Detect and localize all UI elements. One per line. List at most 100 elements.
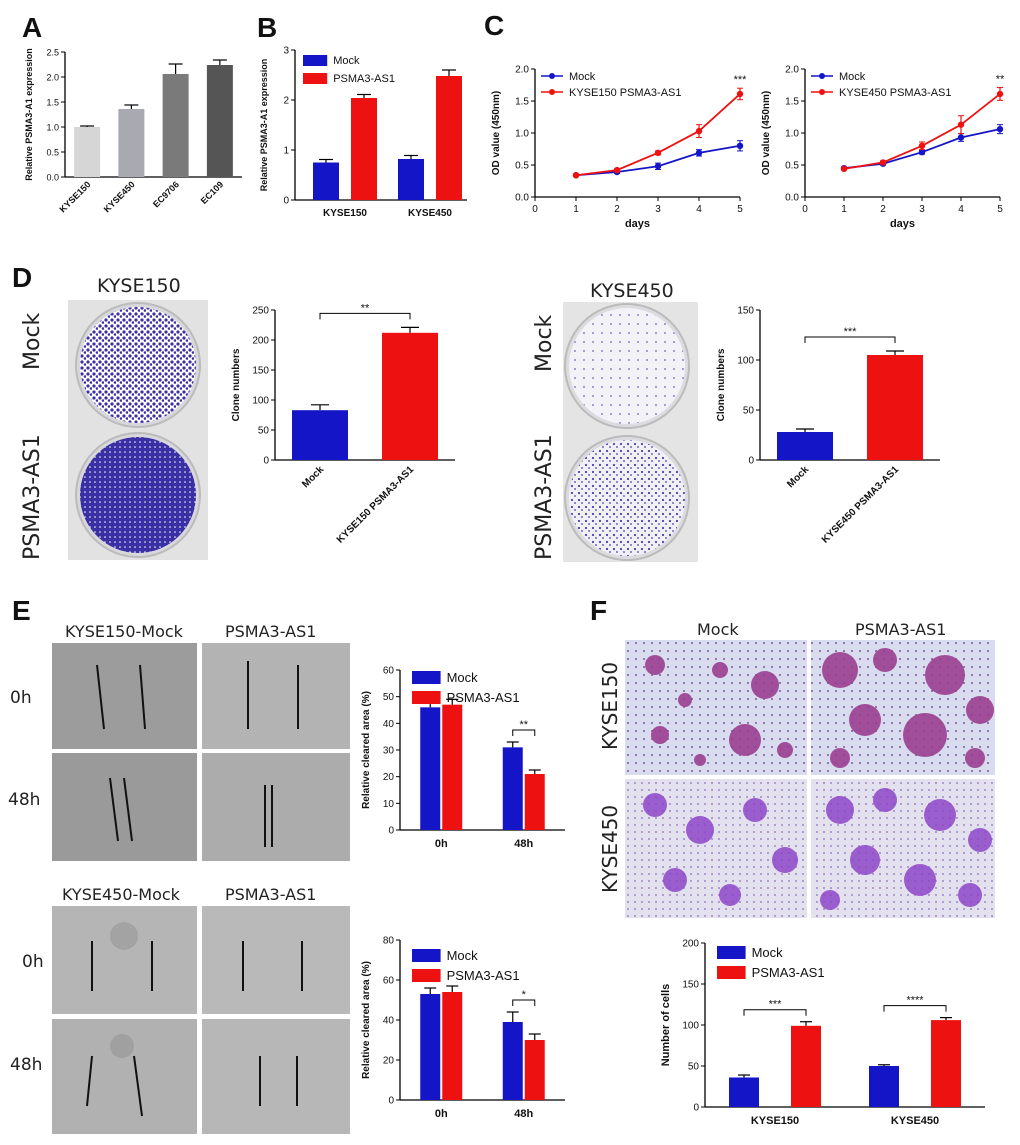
legend-swatch [717,946,746,959]
y-tick-label: 200 [252,336,269,347]
d-right-dishes-image [563,302,698,562]
e-top-48h: 48h [8,790,41,810]
x-tick-label: Mock [785,464,811,490]
legend-label: PSMA3-AS1 [752,965,825,980]
y-tick-label: 60 [383,976,395,987]
x-tick-label: 2 [880,204,886,215]
bar [729,1077,759,1107]
y-tick-label: 0.0 [46,173,59,183]
y-tick-label: 150 [252,366,269,377]
y-tick-label: 1.0 [785,129,799,140]
legend-marker [549,73,555,79]
significance-label: ** [996,74,1005,86]
legend-label: Mock [447,670,479,685]
bar [791,1025,821,1107]
legend-marker [819,89,825,95]
chart-e2: 0 20 40 60 80 Relative cleared area (%) 0h 48h *… [361,936,565,1120]
bar [436,76,462,200]
x-tick-label: 5 [737,204,743,215]
y-tick-label: 1.5 [515,97,529,108]
x-tick-label: KYSE150 PSMA3-AS1 [335,464,417,546]
chart-c2: 0.0 0.5 1.0 1.5 2.0 OD value (450nm) 0 1 2 3 4 5 day… [761,65,1005,231]
bar [867,355,923,460]
y-tick-label: 2.0 [46,73,59,83]
bar [118,109,145,177]
y-tick-label: 200 [682,939,699,950]
y-tick-label: 60 [383,666,395,677]
x-tick-label: 0h [435,838,448,850]
significance-label: * [522,989,527,1001]
f-row-kyse150: KYSE150 [598,661,622,750]
y-tick-label: 0 [283,196,289,207]
significance-bracket [512,999,536,1006]
y-axis-label: Relative PSMA3-A1 expression [24,48,34,181]
y-axis-label: Number of cells [660,984,672,1067]
data-point [613,166,621,174]
bar [502,1022,523,1100]
legend-swatch [303,55,328,66]
legend-label: PSMA3-AS1 [333,73,395,85]
x-tick-label: KYSE450 [102,179,137,214]
y-axis-label: Clone numbers [716,348,727,421]
y-axis-label: Clone numbers [231,348,242,421]
bar [206,65,233,177]
significance-bracket [319,312,411,320]
y-tick-label: 100 [682,1021,699,1032]
y-tick-label: 20 [383,772,395,783]
bar [931,1020,961,1107]
significance-bracket [883,1005,947,1012]
d-left-title: KYSE150 [97,275,181,297]
y-tick-label: 100 [737,356,754,367]
y-tick-label: 250 [252,306,269,317]
y-tick-label: 40 [383,1016,395,1027]
data-point [840,165,848,173]
panel-label-e: E [12,595,31,626]
legend-swatch [412,691,441,704]
y-tick-label: 0 [263,456,269,467]
d-left-row-psma-label: PSMA3-AS1 [20,434,45,560]
legend-label: Mock [752,945,784,960]
y-tick-label: 0 [748,456,754,467]
e-bot-left-title: KYSE450-Mock [62,885,180,904]
f-col-psma: PSMA3-AS1 [855,620,947,639]
data-point [879,159,887,166]
y-axis-label: Relative cleared area (%) [361,961,372,1079]
x-tick-label: KYSE150 [58,179,93,214]
chart-f: 0 50 100 150 200 Number of cells KYSE150 *** KYS… [660,939,985,1127]
bar [869,1066,899,1107]
x-tick-label: 2 [614,204,620,215]
x-tick-label: 0 [802,204,808,215]
d-right-row-mock: Mock [532,314,557,372]
data-point [957,121,965,128]
legend-swatch [412,969,441,982]
legend-marker [549,89,555,95]
y-tick-label: 1.5 [785,97,799,108]
data-point [918,149,926,156]
y-axis-label: Relative PSMA3-A1 expression [259,59,269,192]
data-point [695,127,703,135]
e-top-0h: 0h [10,688,32,708]
bar [420,994,441,1100]
panel-label-c: C [484,10,505,41]
legend-label: PSMA3-AS1 [447,690,520,705]
bar [162,74,189,177]
x-tick-label: EC9706 [151,179,181,209]
y-axis-label: OD value (450nm) [761,91,772,175]
y-axis-label: OD value (450nm) [491,91,502,175]
y-tick-label: 2.0 [515,65,529,76]
e-bot-0h: 0h [22,952,44,972]
legend-label: Mock [447,948,479,963]
data-point [695,149,703,157]
legend-label: Mock [333,55,360,67]
y-tick-label: 80 [383,936,395,947]
bar [502,747,523,830]
bar [292,410,348,460]
data-point [996,125,1004,133]
significance-bracket [512,729,536,736]
y-tick-label: 0 [388,1096,394,1107]
x-tick-label: KYSE150 [751,1115,799,1127]
legend-label: KYSE450 PSMA3-AS1 [839,87,952,99]
chart-a: 0.0 0.5 1.0 1.5 2.0 2.5 Relative PSMA3-A1 expr… [24,48,242,214]
data-point [736,90,744,98]
y-tick-label: 50 [258,426,270,437]
